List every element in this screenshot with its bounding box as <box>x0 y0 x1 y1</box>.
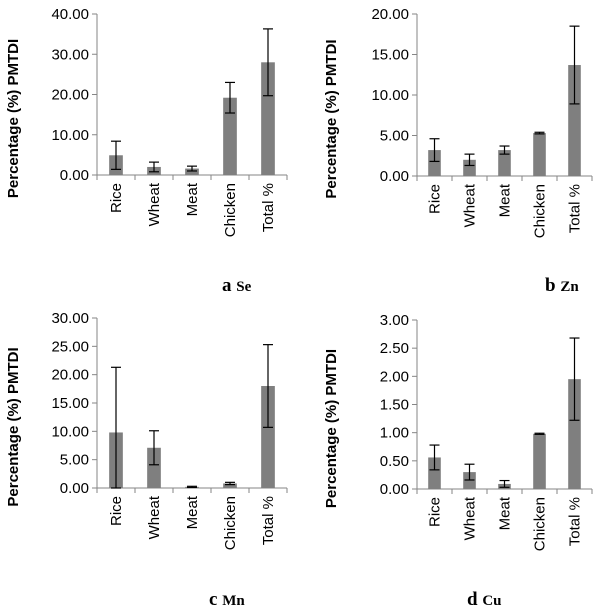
x-tick-label: Rice <box>108 496 125 526</box>
bar-chicken <box>533 433 546 489</box>
error-bar <box>149 161 159 173</box>
y-tick-label: 25.00 <box>51 338 89 355</box>
error-bar <box>225 481 235 486</box>
error-bar <box>111 366 121 489</box>
x-tick-label: Total % <box>260 496 277 545</box>
y-tick-label: 5.00 <box>60 452 89 469</box>
y-tick-label: 30.00 <box>51 310 89 327</box>
y-tick-label: 20.00 <box>371 6 409 23</box>
bar-chicken <box>533 133 546 176</box>
x-tick-label: Rice <box>427 497 444 527</box>
x-tick-label: Chicken <box>532 184 549 238</box>
error-bar <box>225 81 235 114</box>
y-tick-label: 0.00 <box>60 480 89 497</box>
error-bar <box>464 463 475 481</box>
y-axis-title: Percentage (%) PMTDI <box>323 349 340 508</box>
error-bar <box>499 479 510 488</box>
panel-letter: a <box>222 275 236 296</box>
y-tick-label: 20.00 <box>51 87 89 104</box>
panel-letter: d <box>467 589 482 610</box>
x-tick-label: Chicken <box>222 183 239 237</box>
y-axis-title: Percentage (%) PMTDI <box>5 347 22 506</box>
panel-letter: c <box>209 589 222 610</box>
y-tick-label: 2.50 <box>380 340 409 357</box>
error-bar <box>429 444 440 471</box>
panel-caption: b Zn <box>545 275 579 296</box>
x-tick-label: Wheat <box>462 496 479 540</box>
y-tick-label: 1.50 <box>380 397 409 414</box>
bar-wheat <box>147 447 161 488</box>
y-tick-label: 10.00 <box>371 87 409 104</box>
error-bar <box>569 337 580 421</box>
chart-panel-c: 0.00 5.00 10.00 15.00 20.00 25.00 30.00 Rice Whe… <box>5 310 288 610</box>
error-bar <box>464 153 475 167</box>
y-tick-label: 0.00 <box>60 167 89 184</box>
y-tick-label: 30.00 <box>51 46 89 63</box>
error-bar <box>429 138 440 163</box>
error-bar <box>187 165 197 172</box>
bar-chicken <box>223 483 237 488</box>
y-tick-label: 15.00 <box>371 47 409 64</box>
panel-element: Se <box>236 279 251 295</box>
error-bar <box>534 131 545 135</box>
y-tick-label: 0.00 <box>380 168 409 185</box>
bar-chicken <box>223 97 237 175</box>
bar-meat <box>498 150 511 176</box>
x-tick-label: Total % <box>567 184 584 233</box>
x-tick-label: Rice <box>427 184 444 214</box>
bar-rice <box>428 457 441 489</box>
error-bar <box>111 140 121 170</box>
bar-rice <box>428 150 441 176</box>
bar-total <box>568 65 581 176</box>
panel-caption: a Se <box>222 275 252 296</box>
bar-meat <box>185 168 199 175</box>
chart-panel-d: 0.00 0.50 1.00 1.50 2.00 2.50 3.00 Rice Wheat Mea… <box>323 312 593 610</box>
chart-panel-a: 0.00 10.00 20.00 30.00 40.00 Rice Wheat Meat Chi… <box>5 6 288 296</box>
panel-caption: d Cu <box>467 589 502 610</box>
y-tick-label: 0.00 <box>380 481 409 498</box>
x-tick-label: Total % <box>260 183 277 232</box>
x-tick-label: Meat <box>184 182 201 216</box>
panel-caption: c Mn <box>209 589 245 610</box>
bar-total <box>261 62 275 175</box>
error-bar <box>499 145 510 155</box>
error-bar <box>263 344 273 428</box>
bar-wheat <box>463 159 476 176</box>
y-tick-label: 0.50 <box>380 453 409 470</box>
panel-element: Cu <box>482 593 501 609</box>
y-axis-title: Percentage (%) PMTDI <box>323 39 340 198</box>
error-bar <box>534 432 545 435</box>
y-tick-label: 2.00 <box>380 368 409 385</box>
y-tick-label: 10.00 <box>51 423 89 440</box>
y-tick-label: 5.00 <box>380 128 409 145</box>
chart-panel-b: 0.00 5.00 10.00 15.00 20.00 Rice Wheat Meat Chic… <box>323 6 593 296</box>
error-bar <box>187 485 197 489</box>
panel-element: Zn <box>560 279 579 295</box>
y-tick-label: 40.00 <box>51 6 89 23</box>
x-tick-label: Chicken <box>532 497 549 551</box>
x-tick-label: Meat <box>497 183 514 217</box>
x-tick-label: Rice <box>108 183 125 213</box>
x-tick-label: Chicken <box>222 496 239 550</box>
y-tick-label: 20.00 <box>51 367 89 384</box>
x-tick-label: Wheat <box>462 183 479 227</box>
x-tick-label: Total % <box>567 497 584 546</box>
bar-total <box>568 379 581 489</box>
x-tick-label: Wheat <box>146 495 163 539</box>
x-tick-label: Meat <box>184 495 201 529</box>
error-bar <box>263 28 273 97</box>
error-bar <box>149 430 159 466</box>
panel-element: Mn <box>222 593 245 609</box>
x-tick-label: Wheat <box>146 182 163 226</box>
y-tick-label: 15.00 <box>51 395 89 412</box>
error-bar <box>569 25 580 105</box>
y-axis-title: Percentage (%) PMTDI <box>5 39 22 198</box>
bar-total <box>261 386 275 488</box>
panel-letter: b <box>545 275 560 296</box>
y-tick-label: 10.00 <box>51 127 89 144</box>
x-tick-label: Meat <box>497 496 514 530</box>
y-tick-label: 3.00 <box>380 312 409 329</box>
y-tick-label: 1.00 <box>380 425 409 442</box>
